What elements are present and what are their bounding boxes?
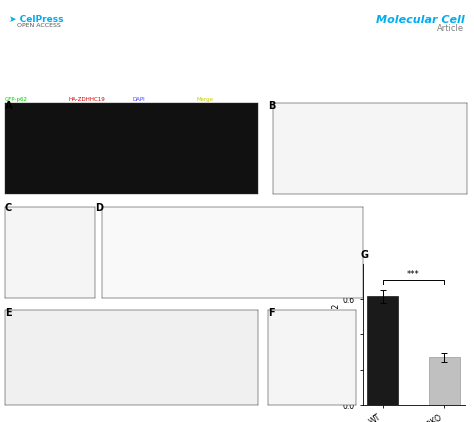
Text: E: E [5,308,11,318]
Text: D: D [95,203,103,213]
Text: F: F [268,308,274,318]
Text: ***: *** [407,270,420,279]
Text: B: B [268,101,275,111]
Text: ➤ CelPress: ➤ CelPress [9,15,64,24]
Bar [367,296,398,405]
Bar [429,357,460,405]
Text: Molecular Cell: Molecular Cell [376,15,465,25]
Text: C: C [5,203,12,213]
Text: G: G [360,249,368,260]
Text: HA-ZDHHC19: HA-ZDHHC19 [69,97,106,102]
Y-axis label: Streptavidin/p62: Streptavidin/p62 [332,302,341,367]
Text: GFP-p62: GFP-p62 [5,97,28,102]
Text: Merge: Merge [197,97,214,102]
Text: Article: Article [438,24,465,33]
Text: OPEN ACCESS: OPEN ACCESS [17,23,60,28]
Text: A: A [5,101,12,111]
Text: DAPI: DAPI [133,97,146,102]
